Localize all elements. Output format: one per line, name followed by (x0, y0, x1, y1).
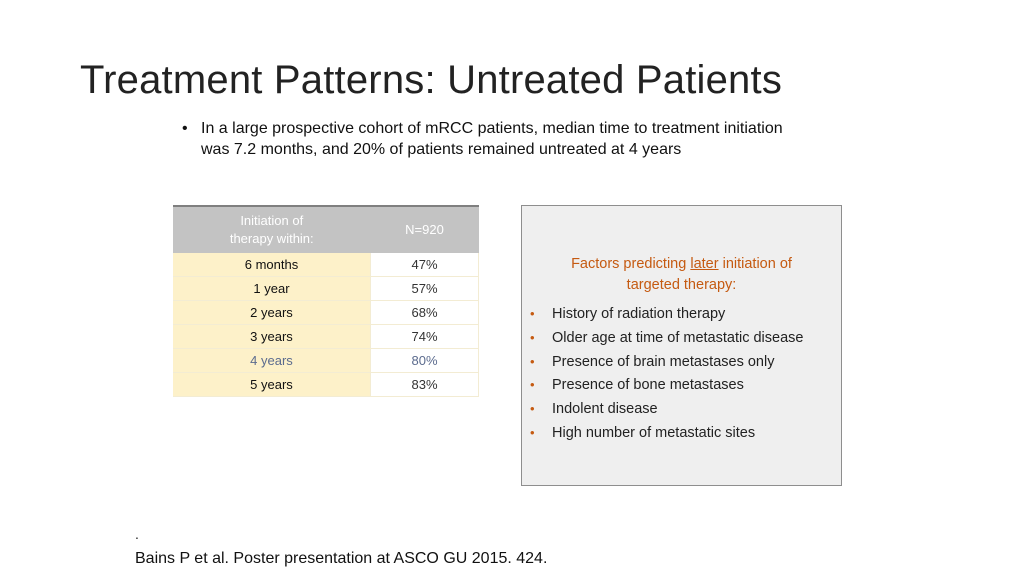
list-item: • Presence of brain metastases only (530, 350, 803, 374)
factor-text: Indolent disease (552, 401, 658, 418)
factor-text: Older age at time of metastatic disease (552, 329, 804, 346)
factor-text: High number of metastatic sites (552, 424, 756, 441)
row-label: 6 months (173, 253, 371, 277)
factors-box: Factors predicting later initiation of t… (521, 205, 842, 486)
list-item: • Presence of bone metastases (530, 373, 803, 397)
bullet-marker: • (182, 120, 188, 137)
factor-text: Presence of brain metastases only (552, 353, 775, 370)
row-label: 4 years (173, 348, 371, 373)
summary-bullet: • In a large prospective cohort of mRCC … (182, 118, 882, 160)
footnote-dot: . (135, 526, 139, 542)
factors-heading: Factors predicting later initiation of t… (522, 254, 841, 296)
factors-heading-post: initiation of (718, 256, 792, 272)
row-label: 2 years (173, 300, 371, 325)
header-initiation-line-1: Initiation of (240, 213, 304, 228)
table-header-row: Initiation of therapy within: N=920 (173, 206, 479, 253)
table-row: 5 years 83% (173, 372, 479, 397)
factor-text: Presence of bone metastases (552, 377, 744, 394)
table-row: 1 year 57% (173, 276, 479, 301)
factor-text: History of radiation therapy (552, 306, 726, 322)
table-row: 3 years 74% (173, 324, 479, 349)
list-item: • Indolent disease (530, 397, 803, 421)
row-value: 47% (370, 253, 479, 277)
factors-heading-line-2: targeted therapy: (626, 277, 737, 293)
row-label: 5 years (173, 372, 371, 397)
list-item: • High number of metastatic sites (530, 421, 803, 445)
row-value: 68% (370, 300, 479, 325)
table-row-highlighted: 4 years 80% (173, 348, 479, 373)
summary-line-2: was 7.2 months, and 20% of patients rema… (201, 141, 682, 158)
row-label: 1 year (173, 276, 371, 301)
bullet-marker: • (530, 377, 535, 393)
bullet-marker: • (530, 424, 535, 440)
table-row: 2 years 68% (173, 300, 479, 325)
row-label: 3 years (173, 324, 371, 349)
row-value: 74% (370, 324, 479, 349)
header-n: N=920 (370, 206, 479, 253)
factors-heading-pre: Factors predicting (571, 256, 691, 272)
bullet-marker: • (530, 353, 535, 369)
bullet-marker: • (530, 401, 535, 417)
table-row: 6 months 47% (173, 253, 479, 277)
slide-title: Treatment Patterns: Untreated Patients (80, 58, 783, 102)
row-value: 57% (370, 276, 479, 301)
factors-heading-emphasis: later (690, 256, 719, 272)
bullet-marker: • (530, 329, 535, 345)
initiation-table: Initiation of therapy within: N=920 6 mo… (173, 205, 479, 397)
list-item: • Older age at time of metastatic disease (530, 326, 803, 350)
row-value: 80% (370, 348, 479, 373)
summary-line-1: In a large prospective cohort of mRCC pa… (201, 120, 783, 137)
bullet-marker: • (530, 306, 535, 321)
citation: Bains P et al. Poster presentation at AS… (135, 550, 548, 567)
factors-list: • History of radiation therapy • Older age… (530, 302, 803, 445)
header-initiation-line-2: therapy within: (229, 231, 314, 246)
header-initiation: Initiation of therapy within: (173, 206, 371, 253)
list-item: • History of radiation therapy (530, 302, 803, 326)
row-value: 83% (370, 372, 479, 397)
